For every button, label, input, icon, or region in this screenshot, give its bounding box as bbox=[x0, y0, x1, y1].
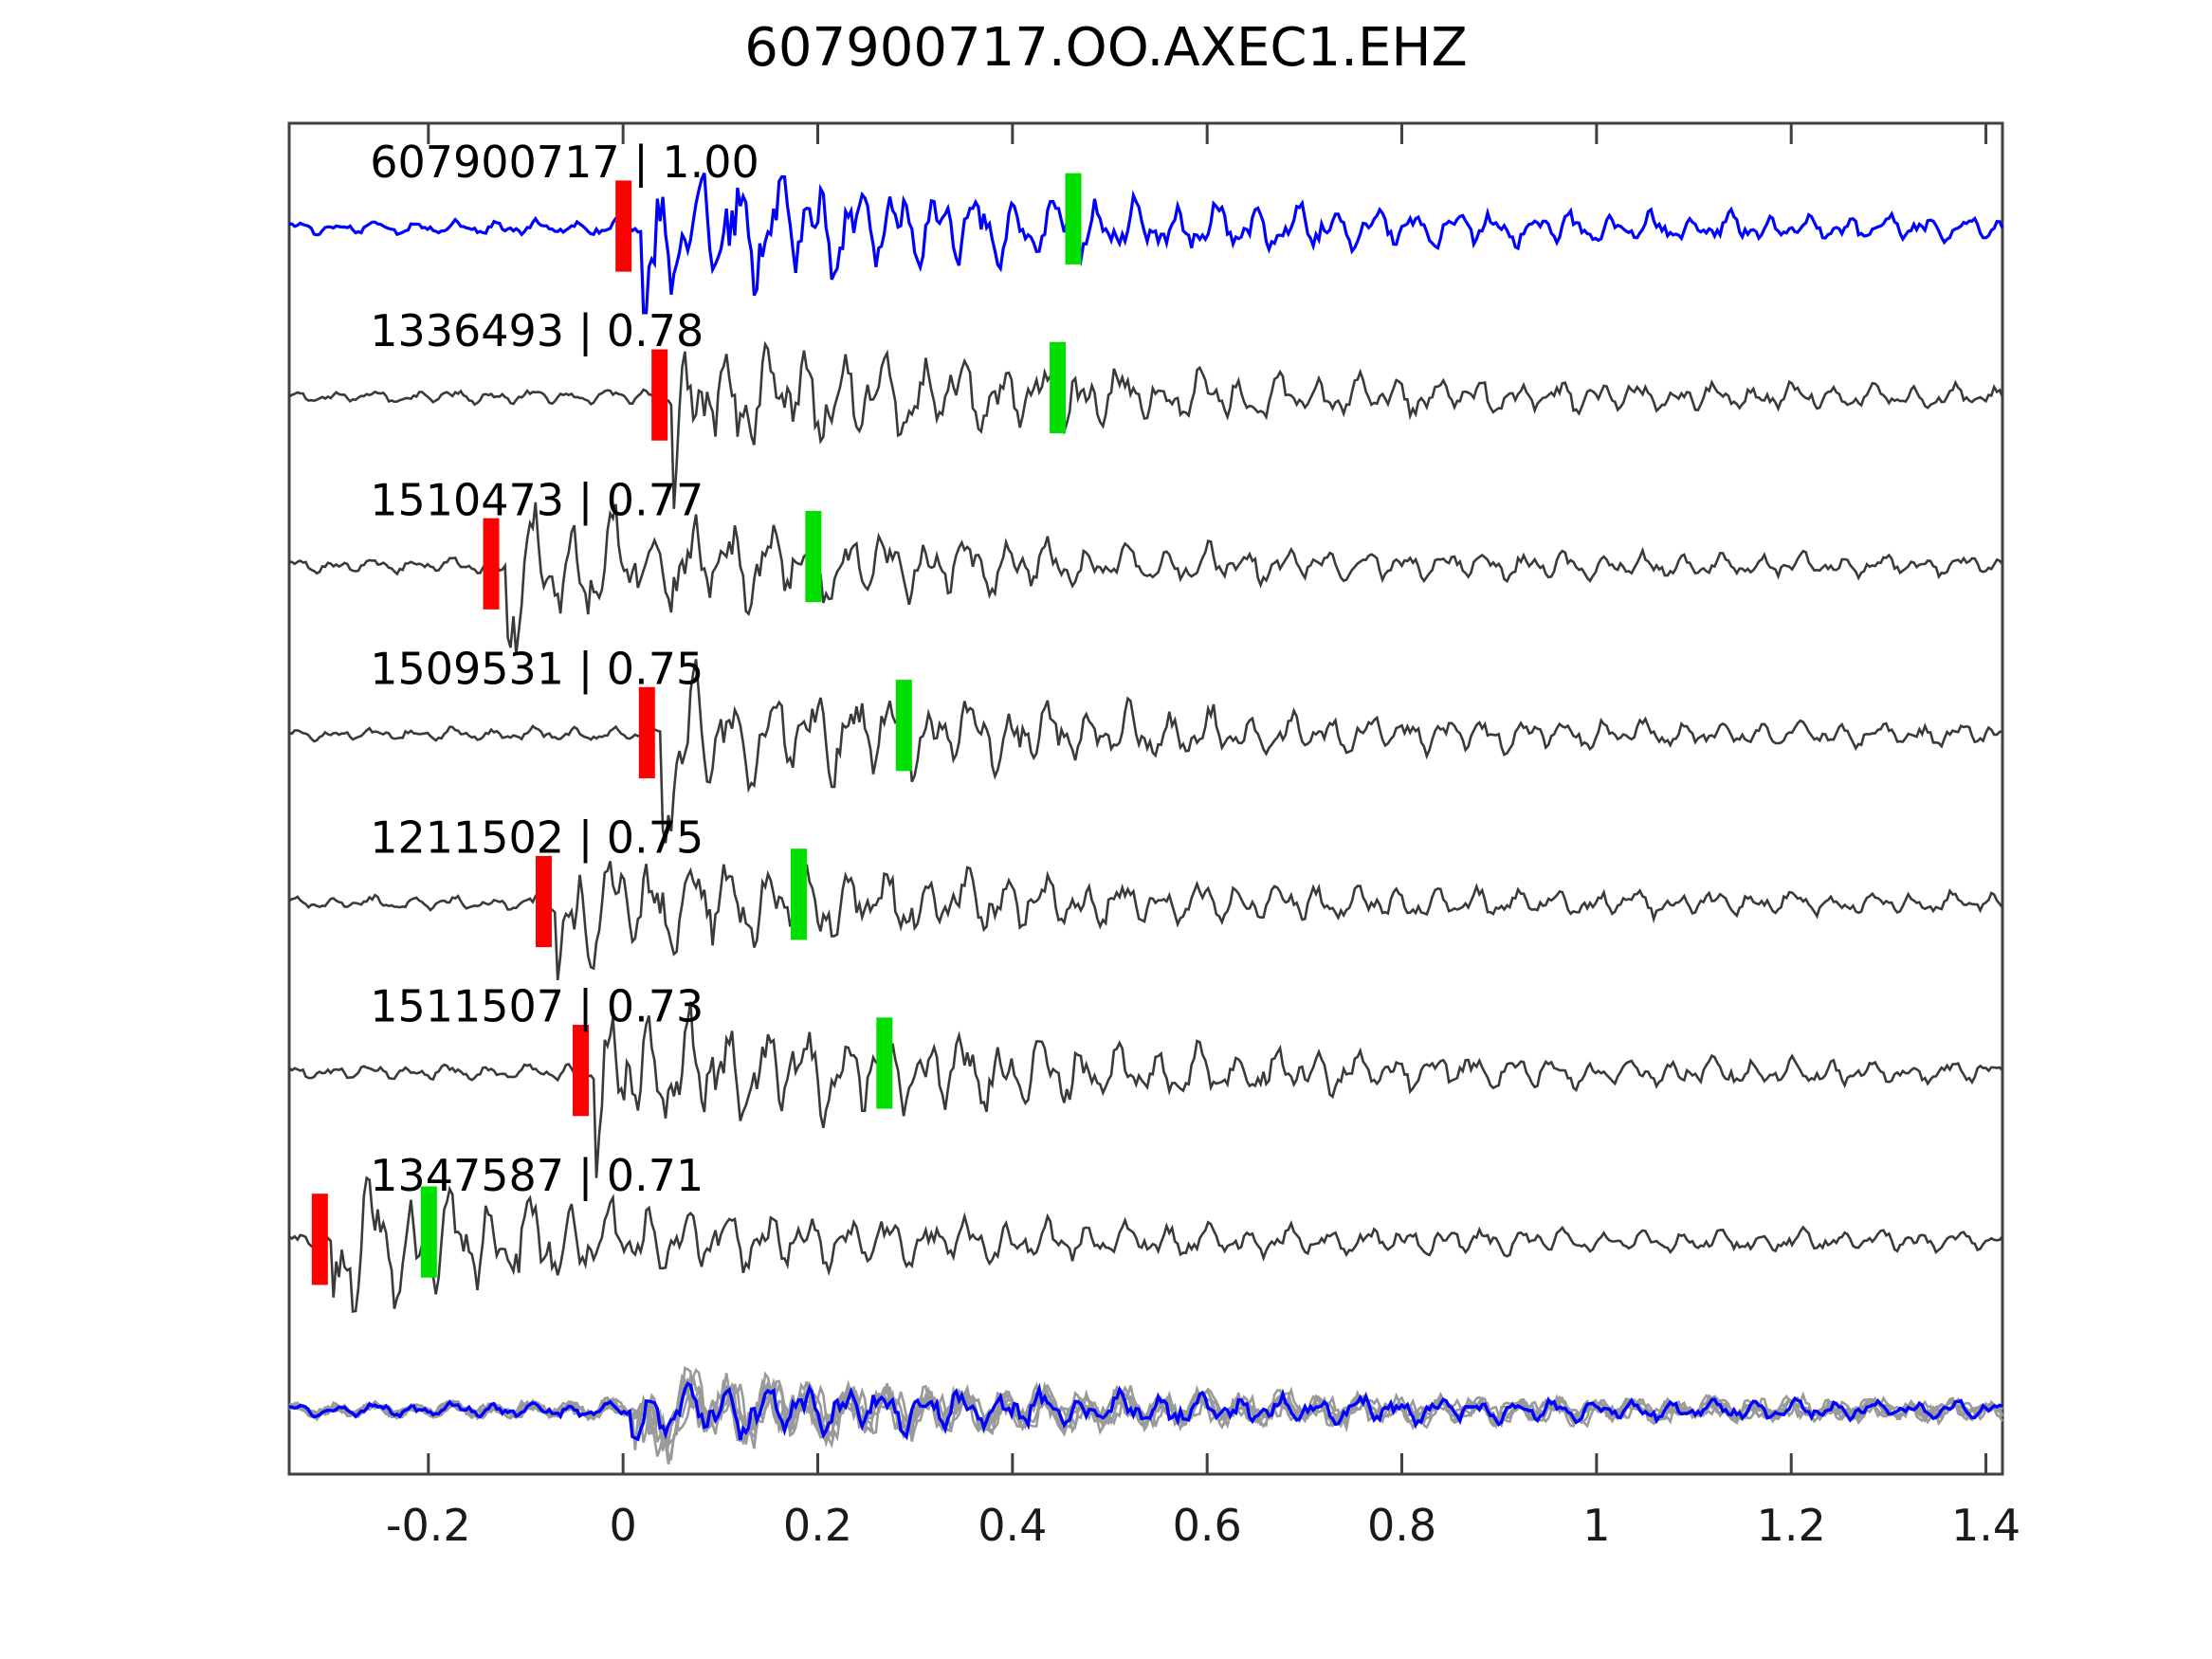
trace-label: 1511507 | 0.73 bbox=[370, 981, 704, 1033]
trace-label: 1510473 | 0.77 bbox=[370, 474, 704, 526]
p-pick-marker bbox=[638, 686, 655, 778]
s-pick-marker bbox=[876, 1017, 893, 1109]
waveform-trace bbox=[288, 501, 2003, 655]
trace-label: 1336493 | 0.78 bbox=[370, 305, 704, 357]
axis-ticks bbox=[427, 123, 1988, 1474]
trace-label: 1509531 | 0.75 bbox=[370, 643, 704, 695]
phase-pick-markers bbox=[311, 173, 1082, 1285]
axis-tick-labels: -0.2 0 0.2 0.4 0.6 0.8 1 1.2 1.4 bbox=[386, 1500, 2020, 1551]
x-tick-label: 1 bbox=[1582, 1500, 1610, 1551]
s-pick-marker bbox=[420, 1186, 437, 1278]
x-tick-label: 0.6 bbox=[1173, 1500, 1242, 1551]
waveform-traces bbox=[288, 172, 2004, 1465]
x-tick-label: 0.2 bbox=[783, 1500, 852, 1551]
waveform-trace bbox=[288, 172, 2004, 315]
x-tick-label: 0.4 bbox=[978, 1500, 1047, 1551]
page-title: 607900717.OO.AXEC1.EHZ bbox=[744, 17, 1468, 79]
trace-labels: 607900717 | 1.00 1336493 | 0.78 1510473 | … bbox=[370, 137, 759, 1202]
s-pick-marker bbox=[1065, 173, 1082, 264]
p-pick-marker bbox=[311, 1194, 328, 1285]
p-pick-marker bbox=[535, 855, 552, 948]
trace-label: 607900717 | 1.00 bbox=[370, 137, 759, 189]
s-pick-marker bbox=[1050, 341, 1067, 434]
waveform-trace bbox=[288, 659, 2003, 844]
x-tick-label: 0.8 bbox=[1367, 1500, 1436, 1551]
p-pick-marker bbox=[615, 180, 632, 272]
waveform-trace bbox=[288, 861, 2004, 981]
stacked-template-waveform bbox=[288, 1381, 2003, 1442]
waveform-trace bbox=[288, 1176, 2004, 1313]
waveform-trace bbox=[288, 340, 2004, 509]
p-pick-marker bbox=[651, 349, 668, 441]
trace-label: 1211502 | 0.75 bbox=[370, 812, 704, 865]
x-tick-label: -0.2 bbox=[386, 1500, 471, 1551]
s-pick-marker bbox=[895, 680, 912, 772]
p-pick-marker bbox=[483, 518, 500, 610]
stacked-waveform bbox=[288, 1365, 2004, 1457]
x-tick-label: 1.2 bbox=[1757, 1500, 1826, 1551]
s-pick-marker bbox=[790, 848, 807, 940]
x-tick-label: 1.4 bbox=[1951, 1500, 2020, 1551]
axes-frame bbox=[287, 121, 2004, 1476]
trace-label: 1347587 | 0.71 bbox=[370, 1150, 704, 1202]
s-pick-marker bbox=[805, 510, 822, 603]
plot-border bbox=[287, 121, 2004, 1476]
p-pick-marker bbox=[572, 1025, 589, 1117]
x-tick-label: 0 bbox=[610, 1500, 637, 1551]
